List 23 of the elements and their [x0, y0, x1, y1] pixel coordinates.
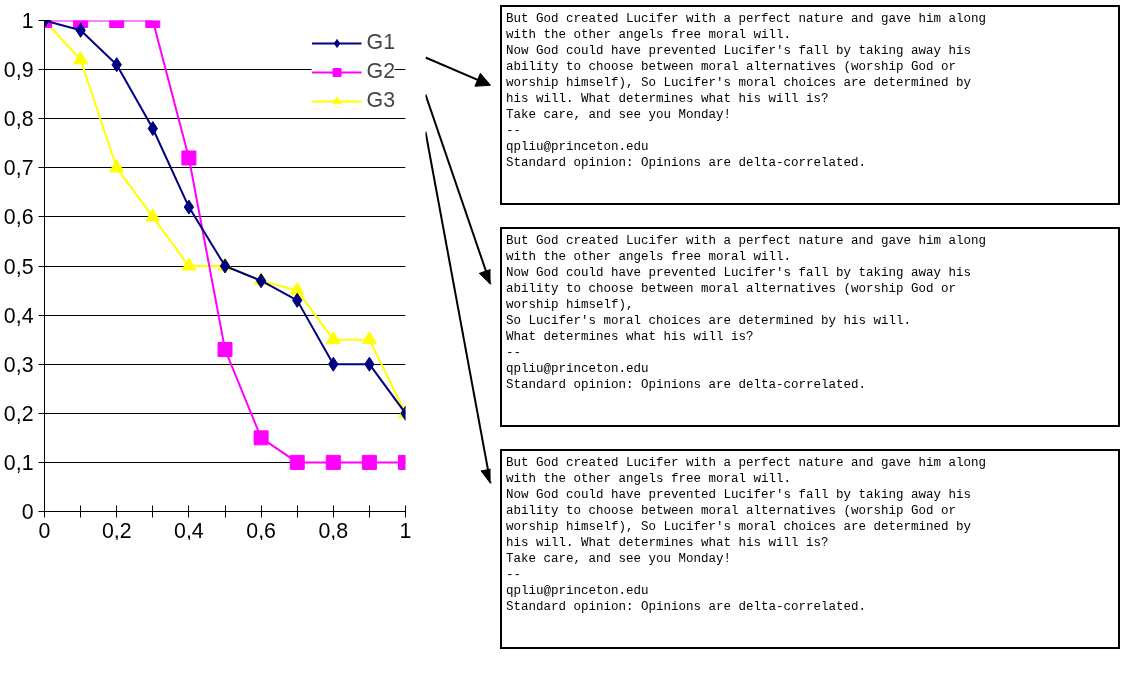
- y-tick-label: 0,9: [3, 58, 34, 83]
- y-tick-label: 0,2: [3, 401, 34, 426]
- y-tick-label: 0,7: [3, 156, 34, 181]
- y-tick-label: 0,8: [3, 107, 34, 132]
- y-tick-label: 0,4: [3, 303, 34, 328]
- x-tick-label: 0,2: [101, 518, 132, 543]
- legend-label: G1: [366, 30, 395, 55]
- text: But God created Lucifer with a perfect nature and gave him along with the other angels free moral will. Now God could have prevented Lucifer's fall by taking away his ability to choose between moral alternatives (worship God or worship himself), So Lucifer's moral choices are determined by his will. What determines what his will is? -- qpliu@princeton.edu Standard opinion: Opinions are delta-correlated.: [506, 234, 987, 392]
- y-tick-label: 0: [21, 500, 34, 524]
- text: But God created Lucifer with a perfect nature and gave him along with the other angels free moral will. Now God could have prevented Lucifer's fall by taking away his ability to choose between moral alternatives (worship God or worship himself), So Lucifer's moral choices are determined by his will. What determines what his will is? Take care, and see you Monday! -- qpliu@princeton.edu Standard opinion: Opinions are delta-correlated.: [506, 12, 987, 170]
- y-tick-label: 0,6: [3, 205, 34, 230]
- y-tick-label: 1: [21, 9, 34, 33]
- text: But God created Lucifer with a perfect nature and gave him along with the other angels free moral will. Now God could have prevented Lucifer's fall by taking away his ability to choose between moral alternatives (worship God or worship himself), So Lucifer's moral choices are determined by his will. What determines what his will is? Take care, and see you Monday! -- qpliu@princeton.edu Standard opinion: Opinions are delta-correlated.: [506, 456, 987, 614]
- y-tick-label: 0,3: [3, 352, 34, 377]
- x-tick-label: 1: [399, 518, 412, 543]
- x-tick-label: 0,4: [174, 518, 204, 543]
- y-tick-label: 0,5: [3, 254, 34, 279]
- x-tick-label: 0,6: [246, 518, 276, 543]
- x-tick-label: 0,8: [318, 518, 349, 543]
- legend-label: G3: [366, 88, 395, 113]
- x-tick-label: 0: [38, 518, 51, 543]
- legend-label: G2: [366, 59, 395, 84]
- y-tick-label: 0,1: [3, 450, 34, 475]
